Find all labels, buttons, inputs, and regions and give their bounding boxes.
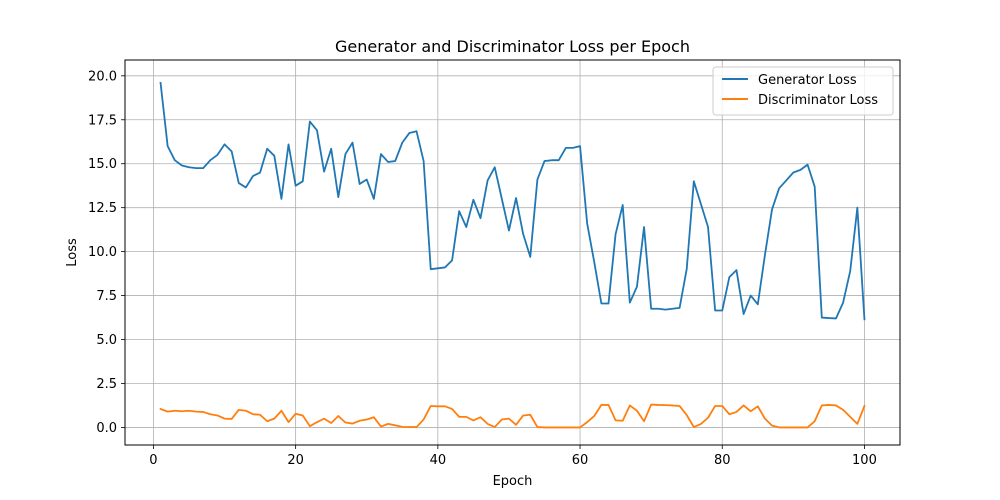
y-tick-label: 5.0	[96, 333, 117, 348]
x-tick-label: 0	[149, 453, 157, 468]
grid	[125, 60, 900, 445]
axis-ticks: 0 20 40 60 80 100 0.0 2.5 5.0 7.5 10.0 12.5 15.0 17.5…	[88, 69, 877, 468]
series-lines	[159, 81, 866, 429]
x-tick-label: 80	[714, 453, 731, 468]
legend-label-generator: Generator Loss	[758, 73, 857, 88]
y-tick-label: 7.5	[96, 289, 117, 304]
x-tick-label: 40	[430, 453, 447, 468]
y-tick-label: 0.0	[96, 421, 117, 436]
x-axis-title: Epoch	[493, 474, 533, 489]
legend: Generator Loss Discriminator Loss	[712, 66, 894, 116]
legend-label-discriminator: Discriminator Loss	[758, 93, 878, 108]
x-tick-label: 60	[572, 453, 589, 468]
y-tick-label: 15.0	[88, 157, 117, 172]
y-tick-label: 17.5	[88, 113, 117, 128]
x-tick-label: 100	[852, 453, 877, 468]
legend-box	[712, 66, 894, 116]
chart-title: Generator and Discriminator Loss per Epo…	[335, 37, 690, 56]
y-tick-label: 20.0	[88, 69, 117, 84]
x-tick-label: 20	[287, 453, 304, 468]
plot-frame	[124, 59, 901, 446]
discriminator-loss-line	[159, 403, 866, 429]
y-tick-label: 12.5	[88, 201, 117, 216]
y-axis-title: Loss	[65, 238, 80, 267]
y-tick-label: 2.5	[96, 377, 117, 392]
generator-loss-line	[159, 81, 866, 321]
y-tick-label: 10.0	[88, 245, 117, 260]
